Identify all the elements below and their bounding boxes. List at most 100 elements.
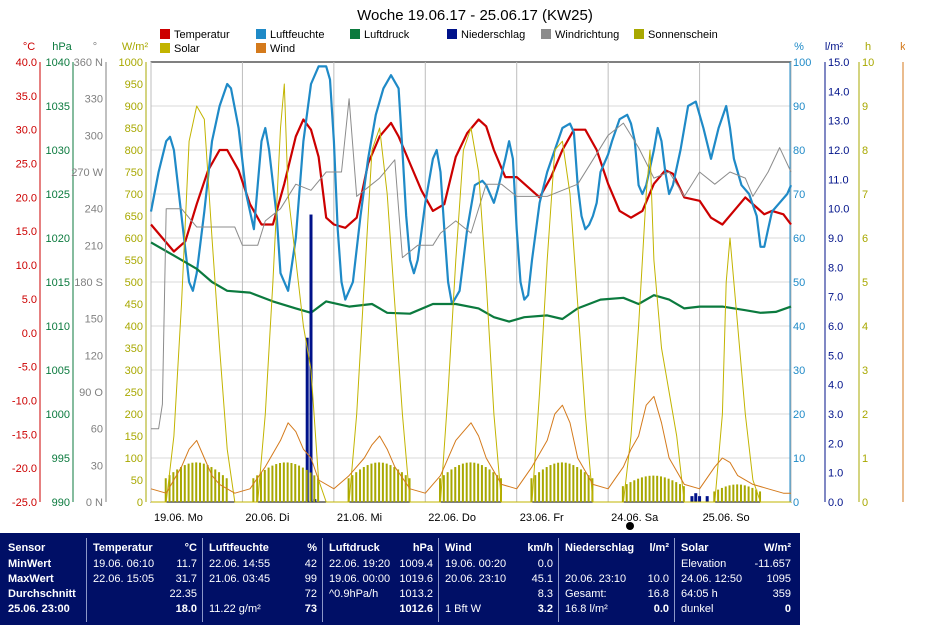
table-separator — [558, 538, 559, 622]
sun-bar-1-33 — [275, 464, 278, 502]
table-col-6: Solar W/m² Elevation -11.657 24.06. 12:50 109… — [677, 538, 795, 622]
sun-bar-4-115 — [587, 475, 590, 502]
col-title: Solar — [681, 542, 709, 554]
sun-bar-3-82 — [461, 463, 464, 502]
axis-1-tick-7: 1005 — [46, 365, 70, 377]
legend-swatch-0 — [160, 29, 170, 39]
legend-swatch-5 — [634, 29, 644, 39]
sun-bar-0-6 — [172, 472, 175, 502]
day-label-4: 23.06. Fr — [520, 512, 564, 524]
axis-3-tick-4: 800 — [125, 145, 143, 157]
table-head-2: Luftfeuchte% — [209, 541, 317, 555]
sun-bar-2-58 — [370, 463, 373, 502]
axis-4-tick-2: 80 — [793, 145, 805, 157]
sun-bar-4-105 — [549, 465, 552, 502]
table-cell: Durchschnitt — [8, 588, 76, 600]
sun-bar-0-4 — [164, 478, 167, 502]
sun-bar-4-111 — [572, 465, 575, 502]
legend-label-0: Temperatur — [174, 29, 230, 41]
axis-1-tick-8: 1000 — [46, 409, 70, 421]
cell-value: 72 — [304, 588, 317, 600]
axis-0-tick-2: 30.0 — [16, 125, 37, 137]
axis-2-tick-6: 180 S — [74, 277, 103, 289]
sun-bar-2-59 — [374, 462, 377, 502]
table-separator — [202, 538, 203, 622]
table-cell: 64:05 h 359 — [681, 587, 791, 601]
table-cell: 22.06. 19:20 1009.4 — [329, 557, 433, 571]
sun-bar-4-109 — [564, 462, 567, 502]
legend-swatch-4 — [541, 29, 551, 39]
table-cell: 19.06. 00:20 0.0 — [445, 557, 553, 571]
sun-bar-6-154 — [736, 484, 739, 502]
axis-3-tick-14: 300 — [125, 365, 143, 377]
sun-bar-6-152 — [728, 485, 731, 502]
sun-bar-0-11 — [191, 462, 194, 502]
cell-label: 21.06. 03:45 — [209, 573, 271, 585]
table-col-5: Niederschlag l/m² 20.06. 23:10 10.0 Gesamt: 1… — [561, 538, 673, 622]
axis-3-tick-11: 450 — [125, 299, 143, 311]
axis-3-tick-8: 600 — [125, 233, 143, 245]
legend-label-3: Niederschlag — [461, 29, 525, 41]
sun-bar-1-43 — [313, 475, 316, 502]
cell-label: 19.06. 00:20 — [445, 558, 507, 570]
axis-6-tick-3: 7 — [862, 189, 868, 201]
col-title: Niederschlag — [565, 542, 635, 554]
precip-bar-6 — [705, 496, 709, 502]
sun-bar-1-30 — [263, 469, 266, 502]
sun-bar-2-61 — [381, 462, 384, 502]
table-head-6: Solar W/m² — [681, 541, 791, 555]
cell-value: 0.0 — [537, 558, 553, 570]
cell-value: 99 — [304, 573, 317, 585]
sun-bar-0-16 — [210, 467, 213, 502]
table-separator — [674, 538, 675, 622]
cell-label: ^0.9hPa/h — [329, 588, 379, 600]
sun-bar-0-10 — [187, 463, 190, 502]
day-label-0: 19.06. Mo — [154, 512, 203, 524]
right-margin — [905, 0, 950, 533]
cell-value: 16.8 — [647, 588, 669, 600]
sun-bar-5-127 — [633, 480, 636, 502]
cell-value: 1019.6 — [399, 573, 433, 585]
sun-bar-6-148 — [713, 491, 716, 502]
axis-0-tick-12: -20.0 — [12, 463, 37, 475]
sun-bar-3-77 — [442, 475, 445, 502]
col-unit: hPa — [412, 542, 433, 554]
legend-swatch-1 — [256, 29, 266, 39]
sun-bar-2-60 — [378, 462, 381, 502]
sun-bar-4-100 — [530, 478, 533, 502]
day-label-5: 24.06. Sa — [611, 512, 659, 524]
table-cell: MinWert — [8, 558, 52, 570]
sun-bar-3-84 — [469, 462, 472, 502]
sun-bar-0-18 — [218, 472, 221, 502]
sun-bar-3-81 — [458, 465, 461, 502]
sun-bar-3-88 — [484, 467, 487, 502]
sun-bar-6-150 — [720, 487, 723, 502]
sun-bar-2-56 — [362, 467, 365, 502]
sun-bar-1-40 — [301, 467, 304, 502]
axis-6-tick-6: 4 — [862, 321, 868, 333]
sun-bar-1-39 — [298, 465, 301, 502]
sun-bar-1-34 — [279, 463, 282, 502]
axis-5-tick-12: 3.0 — [828, 409, 843, 421]
sun-bar-5-125 — [625, 484, 628, 502]
now-marker — [626, 522, 634, 530]
sun-bar-2-54 — [355, 472, 358, 502]
axis-2-tick-0: 360 N — [74, 57, 103, 69]
table-cell: 16.8 l/m² 0.0 — [565, 602, 669, 616]
cell-label: 11.22 g/m² — [209, 603, 261, 615]
col-unit: % — [307, 542, 317, 554]
axis-unit-0: °C — [23, 41, 35, 53]
sun-bar-1-42 — [309, 472, 312, 502]
sun-bar-5-124 — [621, 486, 624, 502]
table-cell: 8.3 — [445, 587, 553, 601]
sun-bar-0-8 — [179, 467, 182, 502]
cell-label: 24.06. 12:50 — [681, 573, 743, 585]
table-cell: 20.06. 23:10 45.1 — [445, 572, 553, 586]
cell-value: 0 — [784, 603, 791, 615]
table-cell: 19.06. 06:10 11.7 — [93, 557, 197, 571]
table-cell: 72 — [209, 587, 317, 601]
axis-0-tick-5: 15.0 — [16, 226, 37, 238]
sun-bar-1-31 — [267, 467, 270, 502]
cell-label: Elevation — [681, 558, 727, 570]
axis-3-tick-19: 50 — [131, 475, 143, 487]
